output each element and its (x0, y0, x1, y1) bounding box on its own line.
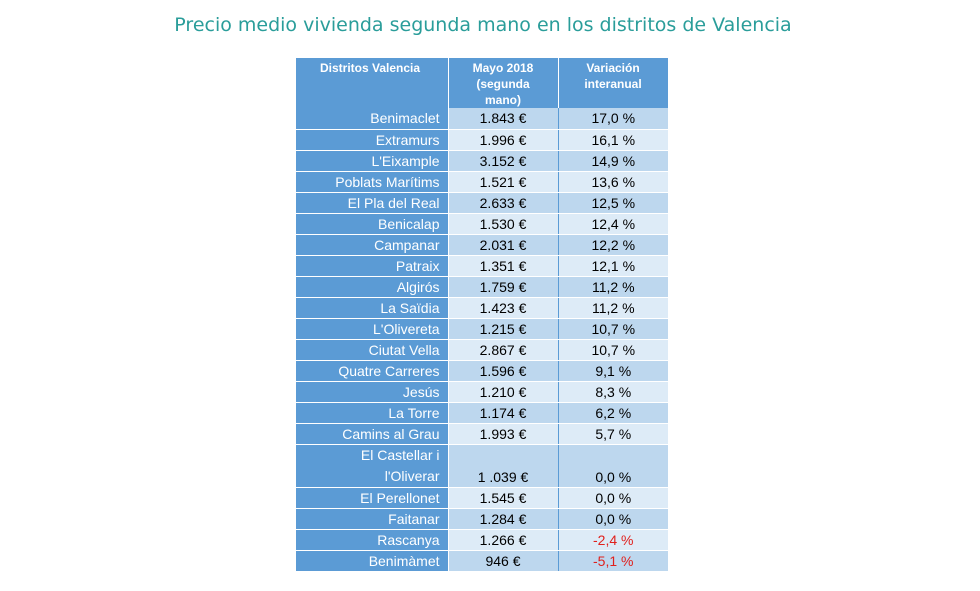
header-district: Distritos Valencia (296, 58, 449, 108)
table-header-row: Distritos Valencia Mayo 2018 (segunda mano… (296, 58, 669, 108)
table-row: Algirós 1.759 € 11,2 % (296, 276, 668, 298)
district-cell: Camins al Grau (296, 423, 449, 445)
table-row: Extramurs 1.996 € 16,1 % (296, 129, 668, 151)
table-row: El Perellonet 1.545 € 0,0 % (296, 487, 668, 509)
district-cell: Benimaclet (296, 108, 449, 130)
table-row: Benimàmet 946 € -5,1 % (296, 550, 668, 572)
price-cell: 1.759 € (448, 276, 559, 298)
table-row: El Pla del Real 2.633 € 12,5 % (296, 192, 668, 214)
table-row: La Saïdia 1.423 € 11,2 % (296, 297, 668, 319)
table-row: Faitanar 1.284 € 0,0 % (296, 508, 668, 530)
price-cell: 1.423 € (448, 297, 559, 319)
district-cell: Poblats Marítims (296, 171, 449, 193)
price-cell: 946 € (448, 550, 559, 572)
price-cell: 1.596 € (448, 360, 559, 382)
district-cell: Ciutat Vella (296, 339, 449, 361)
variation-cell: -5,1 % (558, 550, 668, 572)
table-row: Poblats Marítims 1.521 € 13,6 % (296, 171, 668, 193)
district-cell: Campanar (296, 234, 449, 256)
variation-cell: 11,2 % (558, 276, 668, 298)
variation-cell: 12,1 % (558, 255, 668, 277)
district-cell: La Saïdia (296, 297, 449, 319)
price-cell: 3.152 € (448, 150, 559, 172)
district-cell: Rascanya (296, 529, 449, 551)
variation-cell: 0,0 % (558, 444, 668, 488)
variation-cell: 6,2 % (558, 402, 668, 424)
table-row: Benimaclet 1.843 € 17,0 % (296, 108, 668, 130)
price-table: Distritos Valencia Mayo 2018 (segunda mano… (296, 58, 669, 572)
table-row: La Torre 1.174 € 6,2 % (296, 402, 668, 424)
price-cell: 1.545 € (448, 487, 559, 509)
variation-cell: 10,7 % (558, 318, 668, 340)
table-row: Camins al Grau 1.993 € 5,7 % (296, 423, 668, 445)
variation-cell: 14,9 % (558, 150, 668, 172)
variation-cell: 12,2 % (558, 234, 668, 256)
district-cell: Algirós (296, 276, 449, 298)
district-cell: Jesús (296, 381, 449, 403)
variation-cell: 16,1 % (558, 129, 668, 151)
header-variation: Variación interanual (558, 58, 669, 108)
district-cell: Quatre Carreres (296, 360, 449, 382)
variation-cell: 0,0 % (558, 508, 668, 530)
price-cell: 1.530 € (448, 213, 559, 235)
variation-cell: 12,4 % (558, 213, 668, 235)
header-price: Mayo 2018 (segunda mano) (448, 58, 559, 108)
table-row: Benicalap 1.530 € 12,4 % (296, 213, 668, 235)
variation-cell: 11,2 % (558, 297, 668, 319)
district-cell: Benimàmet (296, 550, 449, 572)
page-title: Precio medio vivienda segunda mano en lo… (174, 14, 792, 36)
district-cell: L'Eixample (296, 150, 449, 172)
price-cell: 1.215 € (448, 318, 559, 340)
district-cell: El Castellar i l'Oliverar (296, 444, 449, 488)
price-cell: 1.993 € (448, 423, 559, 445)
variation-cell: 12,5 % (558, 192, 668, 214)
table-row: Patraix 1.351 € 12,1 % (296, 255, 668, 277)
table-row: Rascanya 1.266 € -2,4 % (296, 529, 668, 551)
price-cell: 1.210 € (448, 381, 559, 403)
price-cell: 2.867 € (448, 339, 559, 361)
table-row: El Castellar i l'Oliverar 1 .039 € 0,0 % (296, 444, 668, 488)
variation-cell: 0,0 % (558, 487, 668, 509)
table-row: Quatre Carreres 1.596 € 9,1 % (296, 360, 668, 382)
district-cell: El Pla del Real (296, 192, 449, 214)
variation-cell: -2,4 % (558, 529, 668, 551)
table-row: Campanar 2.031 € 12,2 % (296, 234, 668, 256)
district-cell: Benicalap (296, 213, 449, 235)
district-cell: Extramurs (296, 129, 449, 151)
price-cell: 1 .039 € (448, 444, 559, 488)
variation-cell: 17,0 % (558, 108, 668, 130)
price-cell: 1.266 € (448, 529, 559, 551)
price-cell: 1.174 € (448, 402, 559, 424)
price-cell: 1.284 € (448, 508, 559, 530)
district-cell: Patraix (296, 255, 449, 277)
variation-cell: 13,6 % (558, 171, 668, 193)
table-row: Ciutat Vella 2.867 € 10,7 % (296, 339, 668, 361)
price-cell: 1.351 € (448, 255, 559, 277)
district-cell: La Torre (296, 402, 449, 424)
table-row: L'Eixample 3.152 € 14,9 % (296, 150, 668, 172)
district-cell: El Perellonet (296, 487, 449, 509)
price-cell: 1.996 € (448, 129, 559, 151)
price-cell: 2.031 € (448, 234, 559, 256)
price-cell: 1.521 € (448, 171, 559, 193)
table-row: Jesús 1.210 € 8,3 % (296, 381, 668, 403)
district-cell: L'Olivereta (296, 318, 449, 340)
variation-cell: 10,7 % (558, 339, 668, 361)
variation-cell: 8,3 % (558, 381, 668, 403)
variation-cell: 5,7 % (558, 423, 668, 445)
variation-cell: 9,1 % (558, 360, 668, 382)
price-cell: 2.633 € (448, 192, 559, 214)
price-cell: 1.843 € (448, 108, 559, 130)
district-cell: Faitanar (296, 508, 449, 530)
table-row: L'Olivereta 1.215 € 10,7 % (296, 318, 668, 340)
